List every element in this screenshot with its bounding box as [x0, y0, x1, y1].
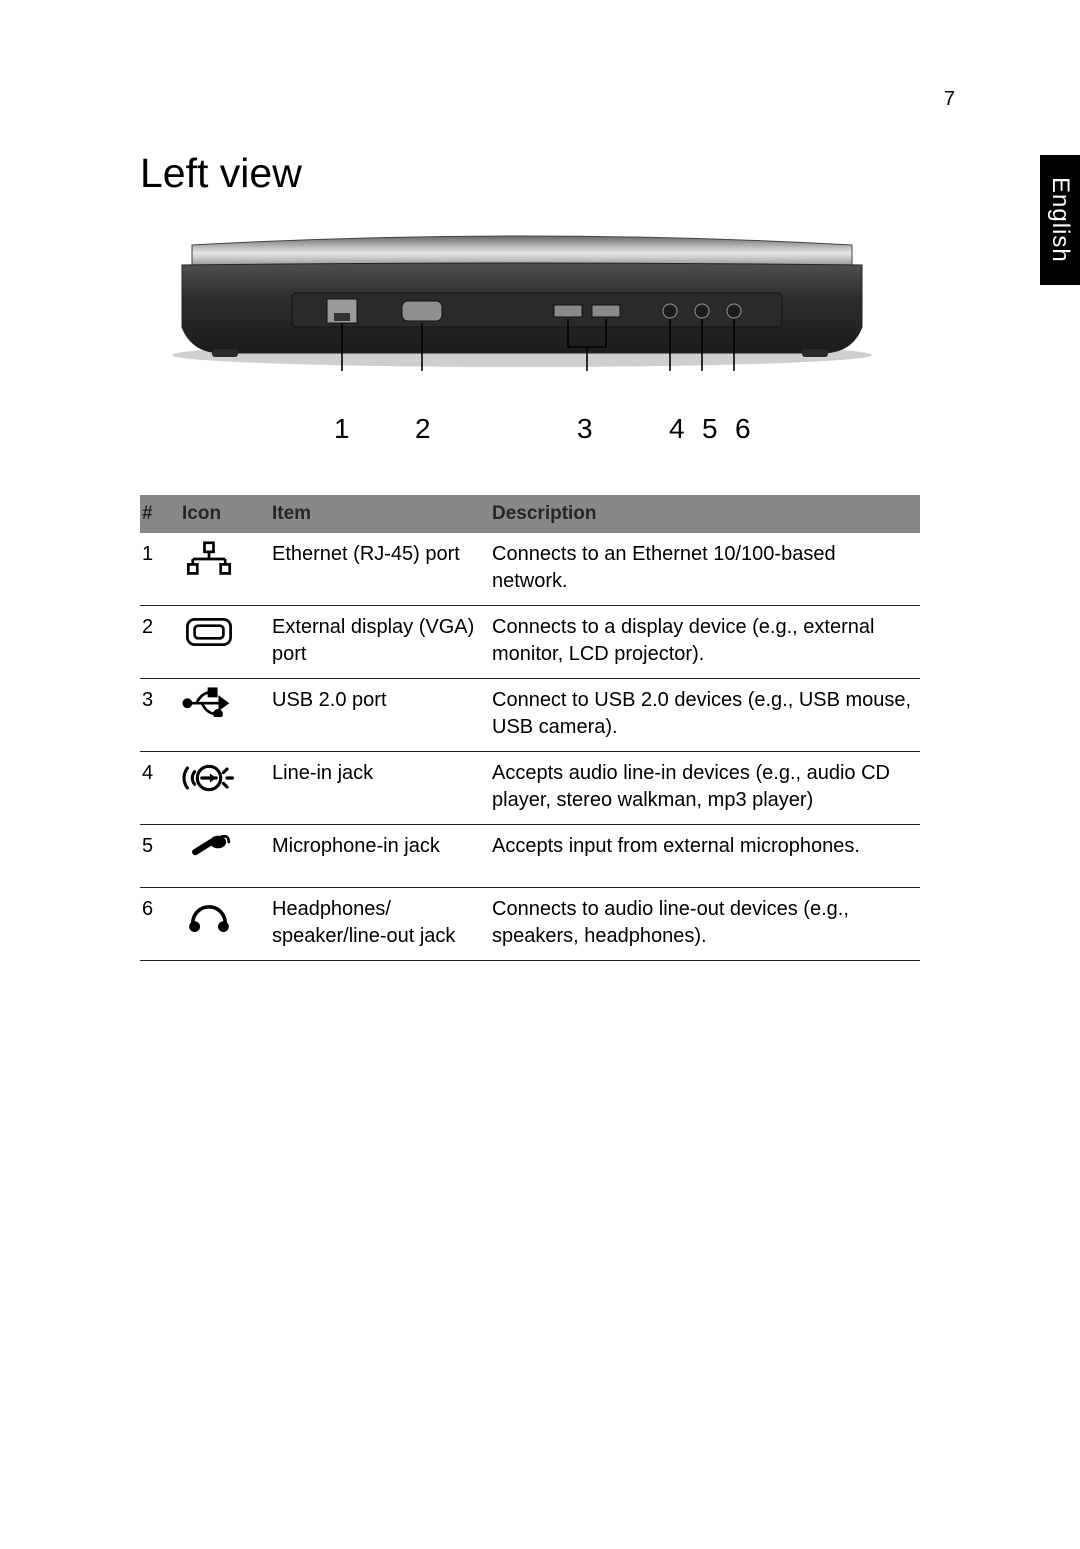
- microphone-icon: [180, 824, 270, 887]
- header-description: Description: [490, 495, 920, 533]
- ports-table: # Icon Item Description 1 Ethernet (RJ-4…: [140, 495, 920, 961]
- row-num: 4: [140, 751, 180, 824]
- callout-6: 6: [735, 413, 751, 445]
- language-tab: English: [1040, 155, 1080, 285]
- usb-icon: [180, 678, 270, 751]
- row-item: External display (VGA) port: [270, 605, 490, 678]
- header-item: Item: [270, 495, 490, 533]
- page-number: 7: [944, 88, 955, 111]
- vga-icon: [180, 605, 270, 678]
- row-description: Connects to a display device (e.g., exte…: [490, 605, 920, 678]
- row-description: Connects to audio line-out devices (e.g.…: [490, 887, 920, 960]
- row-num: 1: [140, 533, 180, 606]
- row-description: Connect to USB 2.0 devices (e.g., USB mo…: [490, 678, 920, 751]
- callout-4: 4: [669, 413, 685, 445]
- table-row: 6 Headphones/ speaker/line-out jack Conn…: [140, 887, 920, 960]
- row-item: Microphone-in jack: [270, 824, 490, 887]
- figure-callouts: 1 2 3 4 5 6: [162, 407, 960, 467]
- row-description: Accepts audio line-in devices (e.g., aud…: [490, 751, 920, 824]
- headphones-icon: [180, 887, 270, 960]
- row-num: 2: [140, 605, 180, 678]
- callout-1: 1: [334, 413, 350, 445]
- ethernet-icon: [180, 533, 270, 606]
- table-header-row: # Icon Item Description: [140, 495, 920, 533]
- row-item: Line-in jack: [270, 751, 490, 824]
- table-row: 3 USB 2.0 port Connect to USB 2.0 device…: [140, 678, 920, 751]
- callout-2: 2: [415, 413, 431, 445]
- language-tab-label: English: [1046, 177, 1074, 263]
- row-item: Ethernet (RJ-45) port: [270, 533, 490, 606]
- laptop-left-view-figure: [162, 227, 960, 397]
- row-num: 6: [140, 887, 180, 960]
- header-num: #: [140, 495, 180, 533]
- line-in-icon: [180, 751, 270, 824]
- row-num: 5: [140, 824, 180, 887]
- callout-3: 3: [577, 413, 593, 445]
- row-num: 3: [140, 678, 180, 751]
- table-row: 1 Ethernet (RJ-45) port Connects to an E…: [140, 533, 920, 606]
- row-item: Headphones/ speaker/line-out jack: [270, 887, 490, 960]
- table-row: 5 Microphone-in jack Accepts input from …: [140, 824, 920, 887]
- table-row: 2 External display (VGA) port Connects t…: [140, 605, 920, 678]
- page-title: Left view: [140, 150, 960, 197]
- header-icon: Icon: [180, 495, 270, 533]
- laptop-side-illustration: [162, 227, 882, 397]
- row-description: Accepts input from external microphones.: [490, 824, 920, 887]
- table-row: 4 Line-in jack Accepts audio line-in dev…: [140, 751, 920, 824]
- callout-5: 5: [702, 413, 718, 445]
- row-description: Connects to an Ethernet 10/100-based net…: [490, 533, 920, 606]
- row-item: USB 2.0 port: [270, 678, 490, 751]
